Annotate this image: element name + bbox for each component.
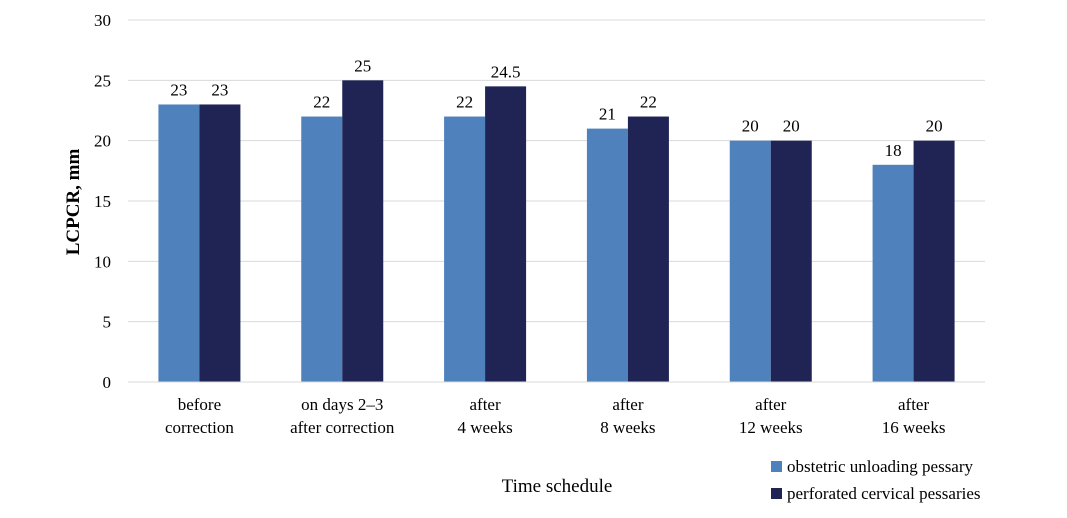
y-tick-label: 10 [94, 252, 111, 271]
bar-series2 [770, 140, 812, 382]
data-label: 22 [640, 93, 657, 112]
x-tick-label: after [612, 395, 643, 414]
legend-swatch [771, 488, 782, 499]
gridlines [128, 19, 985, 323]
y-tick-label: 20 [94, 132, 111, 151]
y-tick-label: 30 [94, 11, 111, 30]
bar-series1 [301, 116, 343, 383]
x-tick-label: 16 weeks [882, 418, 946, 437]
y-tick-label: 5 [103, 313, 112, 332]
x-tick-label: before [178, 395, 221, 414]
bar-series2 [485, 86, 527, 382]
x-axis-ticks: before correction on days 2–3 after correct… [165, 395, 945, 437]
x-tick-label: correction [165, 418, 234, 437]
bar-series1 [872, 164, 914, 382]
bar-series2 [199, 104, 241, 382]
x-tick-label: 12 weeks [739, 418, 803, 437]
x-tick-label: after [470, 395, 501, 414]
data-labels: 23 23 22 25 22 24.5 21 22 20 20 18 20 [170, 56, 942, 159]
data-label: 24.5 [491, 62, 521, 81]
legend-label: obstetric unloading pessary [787, 457, 974, 476]
bars [158, 80, 955, 383]
legend-label: perforated cervical pessaries [787, 484, 981, 503]
y-tick-label: 0 [103, 373, 112, 392]
x-tick-label: after [898, 395, 929, 414]
y-axis-ticks: 0 5 10 15 20 25 30 [94, 11, 111, 392]
x-tick-label: after correction [290, 418, 395, 437]
data-label: 20 [926, 117, 943, 136]
bar-series1 [729, 140, 771, 382]
data-label: 20 [783, 117, 800, 136]
x-axis-title: Time schedule [502, 476, 613, 497]
bar-series2 [342, 80, 384, 382]
data-label: 20 [742, 117, 759, 136]
data-label: 22 [313, 93, 330, 112]
legend-swatch [771, 461, 782, 472]
y-axis-title: LCPCR, mm [63, 149, 84, 256]
x-tick-label: 4 weeks [457, 418, 512, 437]
data-label: 23 [211, 80, 228, 99]
data-label: 21 [599, 105, 616, 124]
bar-series2 [913, 140, 955, 382]
data-label: 22 [456, 93, 473, 112]
bar-series1 [158, 104, 200, 382]
legend: obstetric unloading pessary perforated ce… [771, 457, 981, 503]
bar-series1 [444, 116, 486, 383]
y-tick-label: 15 [94, 192, 111, 211]
x-tick-label: 8 weeks [600, 418, 655, 437]
bar-series2 [627, 116, 669, 383]
data-label: 18 [885, 141, 902, 160]
y-tick-label: 25 [94, 71, 111, 90]
bar-series1 [586, 128, 628, 382]
data-label: 25 [354, 56, 371, 75]
x-tick-label: after [755, 395, 786, 414]
data-label: 23 [170, 80, 187, 99]
x-tick-label: on days 2–3 [301, 395, 383, 414]
